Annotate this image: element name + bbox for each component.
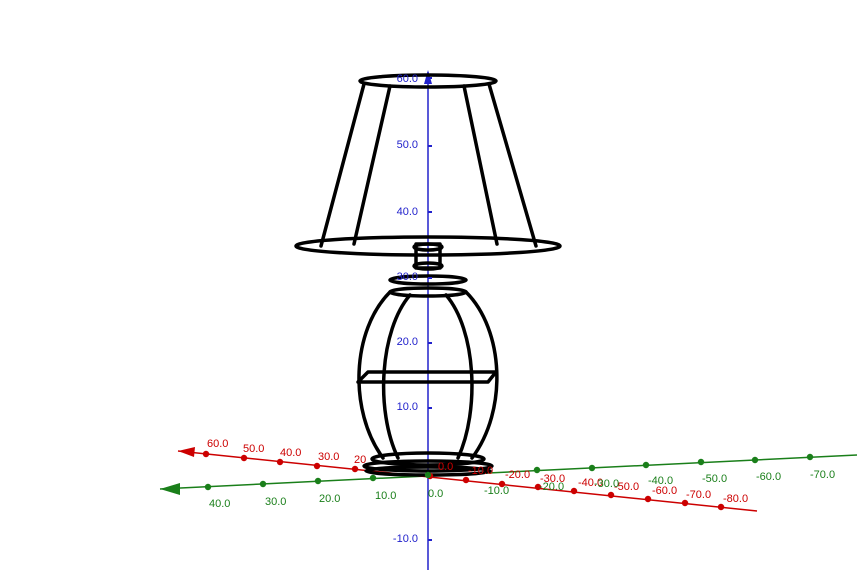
- x-axis-tick-label: 60.0: [207, 438, 228, 450]
- x-axis-tick-mark: [202, 450, 210, 458]
- y-axis-tick-label: 0.0: [428, 488, 443, 500]
- y-axis-tick-mark: [369, 474, 377, 482]
- y-axis-tick-label: 20.0: [319, 493, 340, 505]
- x-axis-tick-mark: [276, 458, 284, 466]
- x-axis-tick-mark: [240, 454, 248, 462]
- shade-bottom-ring: [294, 235, 562, 257]
- z-axis-tick-label: 60.0: [397, 73, 418, 85]
- z-axis-tick-label: 20.0: [397, 336, 418, 348]
- lamp-mid-band: [356, 370, 498, 384]
- x-axis-tick-mark: [534, 483, 542, 491]
- shade-top-ring: [358, 73, 498, 89]
- y-axis-tick-label: -40.0: [648, 475, 673, 487]
- y-axis-tick-label: -20.0: [539, 481, 564, 493]
- y-axis-tick-mark: [751, 456, 759, 464]
- x-axis-tick-mark: [607, 491, 615, 499]
- x-axis-tick-label: 0.0: [438, 461, 453, 473]
- x-axis-tick-label: -70.0: [686, 489, 711, 501]
- y-axis-tick-mark: [642, 461, 650, 469]
- x-axis-tick-label: -20.0: [505, 469, 530, 481]
- x-axis-tick-mark: [351, 465, 359, 473]
- y-axis-tick-label: -30.0: [594, 478, 619, 490]
- y-axis-tick-mark: [697, 458, 705, 466]
- y-axis-ticks: 40.0 30.0 20.0 10.0 0.0 -10.0 -20.0 -30.0 -40.0-…: [204, 453, 835, 510]
- x-axis-tick-label: 40.0: [280, 447, 301, 459]
- x-axis-tick-mark: [681, 499, 689, 507]
- x-axis-tick-label: 50.0: [243, 443, 264, 455]
- y-axis-tick-label: 40.0: [209, 498, 230, 510]
- z-axis-tick-label: 40.0: [397, 206, 418, 218]
- z-axis-tick-label: 30.0: [397, 271, 418, 283]
- y-axis-arrow: [160, 483, 180, 495]
- y-axis-tick-label: -10.0: [484, 485, 509, 497]
- x-axis-tick-mark: [717, 503, 725, 511]
- z-axis-tick-label: 10.0: [397, 401, 418, 413]
- x-axis-tick-label: -80.0: [723, 493, 748, 505]
- y-axis-tick-label: -60.0: [756, 471, 781, 483]
- y-axis-tick-label: -50.0: [702, 473, 727, 485]
- lamp-base-ring: [370, 451, 486, 467]
- y-axis-tick-mark: [204, 483, 212, 491]
- z-axis-ticks: 60.0 50.0 40.0 30.0 20.0 10.0 -10.0: [393, 73, 432, 545]
- y-axis-tick-mark: [424, 471, 432, 479]
- x-axis-arrow: [178, 447, 195, 457]
- z-axis-tick-label: 50.0: [397, 139, 418, 151]
- y-axis-tick-label: -70.0: [810, 469, 835, 481]
- x-axis-tick-label: -50.0: [614, 481, 639, 493]
- x-axis-tick-mark: [570, 487, 578, 495]
- y-axis-tick-mark: [259, 480, 267, 488]
- x-axis-tick-mark: [644, 495, 652, 503]
- x-axis-tick-label: 20: [354, 454, 366, 466]
- x-axis-tick-mark: [462, 476, 470, 484]
- x-axis-tick-label: -10.0: [468, 465, 493, 477]
- x-axis-tick-label: 30.0: [318, 451, 339, 463]
- x-axis-tick-mark: [498, 480, 506, 488]
- y-axis-tick-mark: [588, 464, 596, 472]
- x-axis-tick-label: -30.0: [540, 473, 565, 485]
- z-axis-tick-label: -10.0: [393, 533, 418, 545]
- lamp-model: [294, 73, 562, 477]
- x-axis-tick-label: -40.0: [578, 477, 603, 489]
- y-axis-tick-label: 30.0: [265, 496, 286, 508]
- x-axis-tick-label: -60.0: [652, 485, 677, 497]
- y-axis-tick-mark: [533, 466, 541, 474]
- y-axis: [159, 454, 857, 495]
- y-axis-tick-mark: [806, 453, 814, 461]
- lamp-body-left: [357, 290, 392, 460]
- y-axis-tick-label: 10.0: [375, 490, 396, 502]
- x-axis-tick-mark: [313, 462, 321, 470]
- y-axis-tick-mark: [314, 477, 322, 485]
